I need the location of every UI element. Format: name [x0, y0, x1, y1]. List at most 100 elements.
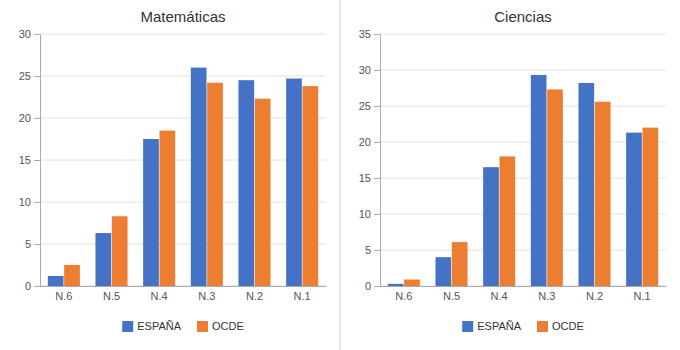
x-tick-label: N.3: [538, 290, 555, 302]
bar: [95, 233, 111, 286]
legend: ESPAÑA OCDE: [122, 320, 244, 332]
x-tick: N.4: [491, 290, 508, 302]
legend-item: ESPAÑA: [122, 320, 181, 332]
divider: [340, 0, 341, 350]
x-tick: N.6: [55, 290, 72, 302]
plot-area: 051015202530N.6N.5N.4N.3N.2N.1: [19, 28, 327, 302]
grid: [40, 34, 326, 286]
title: Matemáticas: [140, 8, 225, 25]
grid-line: [380, 286, 666, 287]
y-tick-mark: [374, 250, 380, 251]
panel: 051015202530N.6N.5N.4N.3N.2N.1Matemática…: [19, 8, 327, 332]
bar: [642, 128, 658, 286]
y-tick-label: 5: [25, 238, 31, 250]
y-tick-label: 20: [19, 112, 31, 124]
x-tick-label: N.3: [198, 290, 215, 302]
bar: [404, 280, 420, 286]
legend-swatch: [122, 321, 133, 332]
x-tick-label: N.5: [103, 290, 120, 302]
grid-line: [380, 70, 666, 71]
x-axis: N.6 N.5 N.4 N.3 N.2 N.1: [381, 287, 667, 302]
title: Ciencias: [494, 8, 552, 25]
x-tick: N.1: [634, 290, 651, 302]
grid-line: [40, 286, 326, 287]
legend: ESPAÑA OCDE: [462, 320, 584, 332]
y-tick-label: 0: [25, 280, 31, 292]
x-tick-label: N.6: [55, 290, 72, 302]
y-tick-label: 5: [365, 244, 371, 256]
y-tick: 15: [19, 154, 40, 166]
chart-container: 0 5 10 15 20 25 30 N.6 N.5 N.4 N.3 N.2 N.1 Matemática…: [0, 0, 680, 350]
legend-item: OCDE: [537, 320, 584, 332]
bar: [483, 167, 499, 286]
bar: [452, 242, 468, 286]
y-tick: 10: [359, 208, 380, 220]
y-tick: 20: [359, 136, 380, 148]
y-tick-mark: [374, 214, 380, 215]
bar: [388, 284, 404, 286]
y-tick: 25: [359, 100, 380, 112]
bar: [531, 75, 547, 286]
y-tick: 30: [359, 64, 380, 76]
y-tick-label: 20: [359, 136, 371, 148]
bar-series: [404, 89, 658, 286]
x-tick: N.1: [294, 290, 311, 302]
x-tick: N.5: [443, 290, 460, 302]
y-tick: 5: [25, 238, 40, 250]
x-tick-label: N.4: [491, 290, 508, 302]
y-axis-line: [40, 35, 41, 287]
y-tick-label: 15: [359, 172, 371, 184]
bar: [578, 83, 594, 286]
x-tick-label: N.6: [395, 290, 412, 302]
x-tick-label: N.1: [634, 290, 651, 302]
y-tick-mark: [374, 70, 380, 71]
x-tick: N.5: [103, 290, 120, 302]
y-tick-mark: [374, 142, 380, 143]
y-tick: 0: [25, 280, 40, 292]
y-tick-label: 30: [19, 28, 31, 40]
x-tick-label: N.4: [151, 290, 168, 302]
y-tick-mark: [34, 244, 40, 245]
x-tick: N.3: [538, 290, 555, 302]
y-tick-mark: [34, 76, 40, 77]
legend-label: ESPAÑA: [477, 320, 521, 332]
grid-line: [40, 202, 326, 203]
bar: [255, 99, 271, 286]
y-tick-label: 30: [359, 64, 371, 76]
y-tick-label: 0: [365, 280, 371, 292]
y-tick-mark: [34, 34, 40, 35]
legend-item: OCDE: [197, 320, 244, 332]
legend-label: OCDE: [212, 320, 244, 332]
y-tick-label: 35: [359, 28, 371, 40]
x-tick-label: N.2: [586, 290, 603, 302]
y-tick-mark: [34, 118, 40, 119]
x-tick: N.2: [246, 290, 263, 302]
bar: [499, 156, 515, 286]
y-tick: 0: [365, 280, 380, 292]
y-tick: 10: [19, 196, 40, 208]
bar: [48, 276, 64, 286]
bar: [547, 89, 563, 286]
y-tick: 15: [359, 172, 380, 184]
plot-area: 0 5 10 15 20 25 30 35 N.6 N.5 N.4 N.3 N.2 N.1: [359, 28, 667, 302]
y-tick-label: 15: [19, 154, 31, 166]
bar: [435, 257, 451, 286]
bar: [191, 68, 207, 286]
bar-series: [64, 83, 318, 286]
bar: [302, 86, 318, 286]
bar-series: [48, 68, 302, 286]
x-tick-label: N.1: [294, 290, 311, 302]
legend-swatch: [537, 321, 548, 332]
grid-line: [40, 118, 326, 119]
legend-item: ESPAÑA: [462, 320, 521, 332]
panel: 0 5 10 15 20 25 30 35 N.6 N.5 N.4 N.3 N.2 N.1 Ciencias…: [359, 8, 667, 332]
y-tick: 20: [19, 112, 40, 124]
grid-line: [40, 160, 326, 161]
y-tick-mark: [34, 160, 40, 161]
y-tick-mark: [374, 34, 380, 35]
x-tick-label: N.2: [246, 290, 263, 302]
legend-swatch: [197, 321, 208, 332]
legend-label: OCDE: [552, 320, 584, 332]
bars: [48, 68, 318, 286]
x-axis-line: [41, 286, 327, 287]
